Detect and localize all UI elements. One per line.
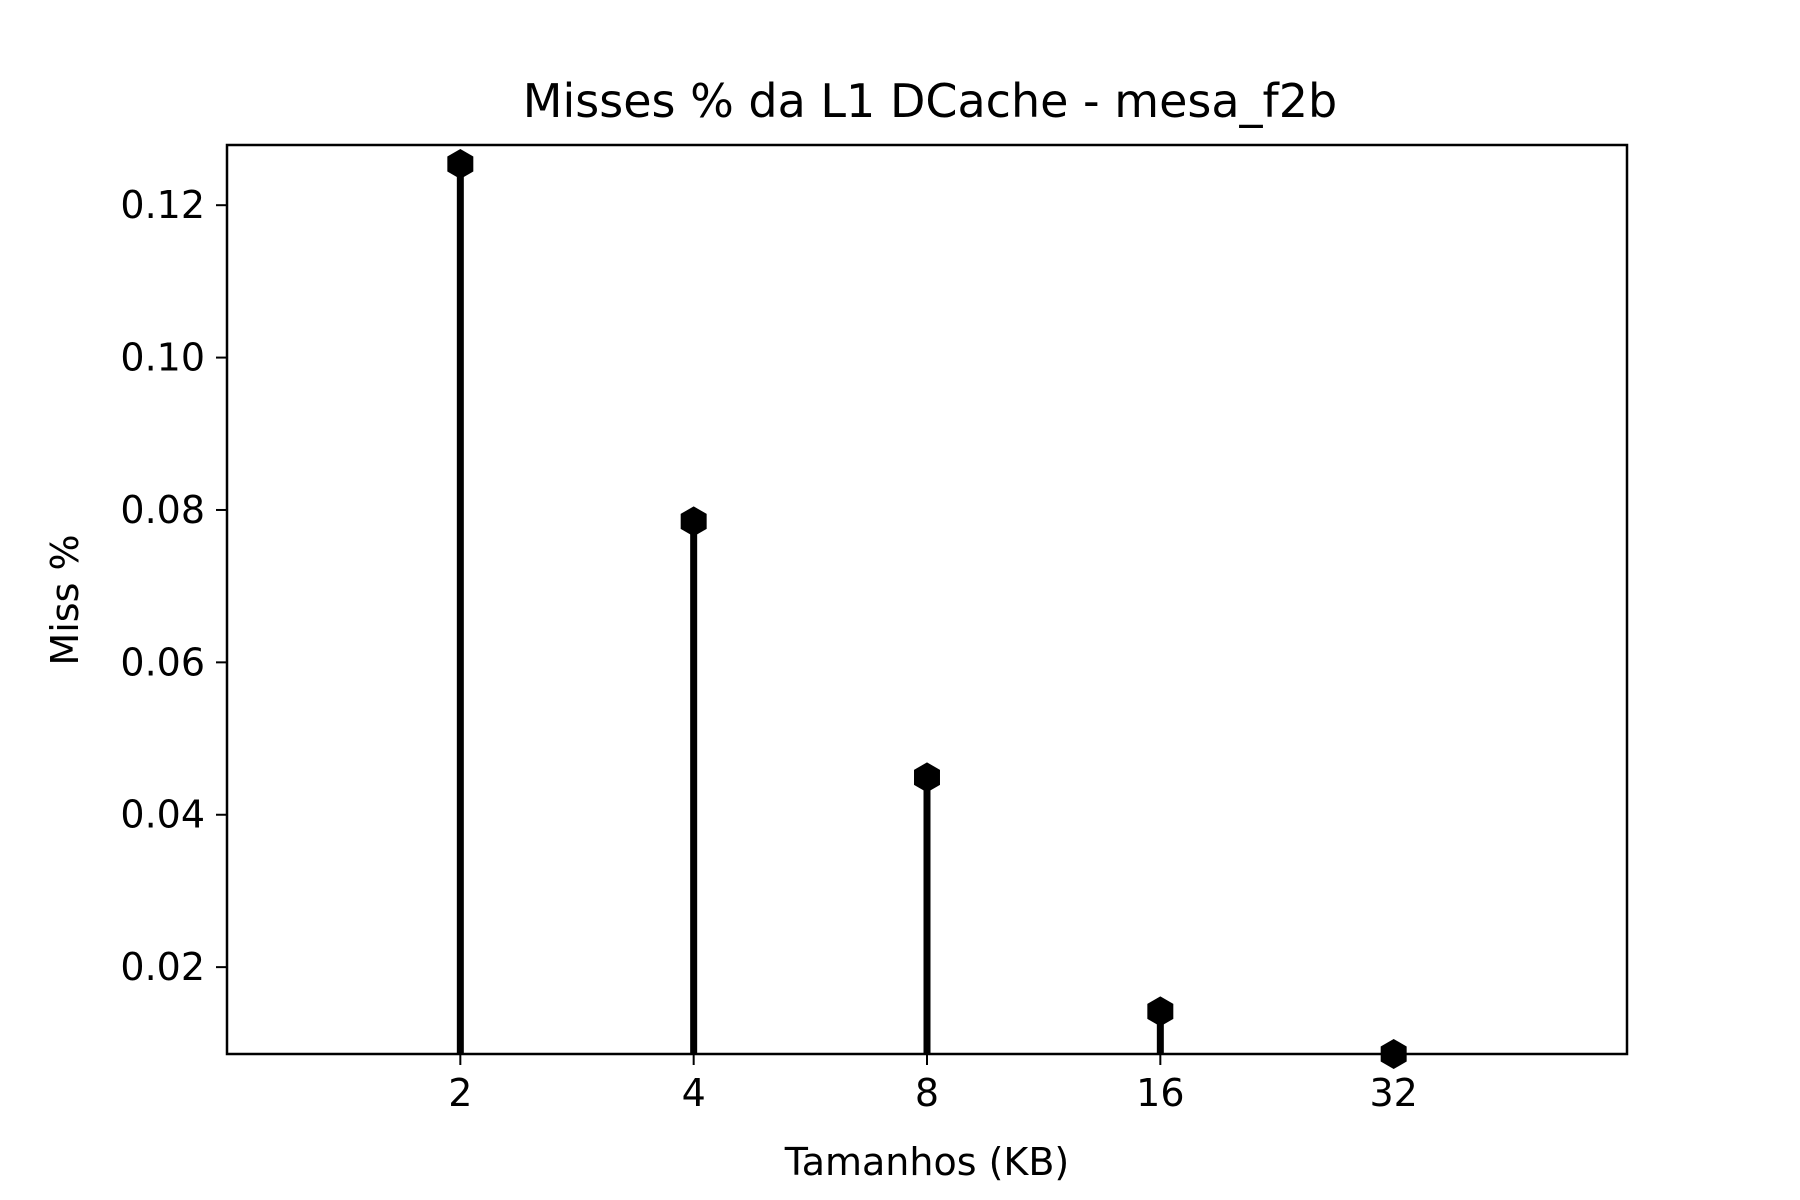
x-tick-label: 32	[1369, 1071, 1417, 1115]
y-axis: 0.02 0.04 0.06 0.08 0.10 0.12	[120, 183, 227, 989]
chart-title: Misses % da L1 DCache - mesa_f2b	[523, 74, 1337, 128]
stem-marker	[447, 149, 474, 180]
x-tick-label: 8	[915, 1071, 939, 1115]
stem-marker	[680, 506, 707, 537]
x-tick-label: 4	[682, 1071, 706, 1115]
x-tick-label: 16	[1136, 1071, 1184, 1115]
y-tick-label: 0.08	[120, 488, 205, 532]
y-tick-label: 0.12	[120, 183, 205, 227]
y-tick-label: 0.04	[120, 793, 205, 837]
y-axis-label: Miss %	[43, 534, 87, 665]
x-axis-label: Tamanhos (KB)	[784, 1140, 1069, 1184]
stem-marker	[914, 762, 940, 793]
stem-marker	[1147, 996, 1174, 1027]
x-axis: 2 4 8 16 32	[448, 1054, 1418, 1115]
stem-series	[447, 149, 1407, 1069]
y-tick-label: 0.06	[120, 640, 205, 684]
y-tick-label: 0.10	[120, 336, 205, 380]
stem-marker	[1380, 1039, 1407, 1069]
y-tick-label: 0.02	[120, 945, 205, 989]
x-tick-label: 2	[448, 1071, 472, 1115]
